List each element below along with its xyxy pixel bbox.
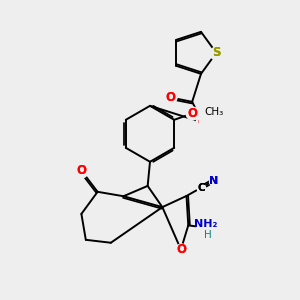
Text: H: H (204, 230, 212, 240)
Text: S: S (212, 46, 220, 59)
Text: C: C (197, 183, 205, 193)
Text: O: O (165, 91, 175, 104)
Text: CH₃: CH₃ (205, 107, 224, 117)
Text: NH₂: NH₂ (194, 219, 218, 229)
Text: C: C (197, 183, 205, 193)
Text: CH₃: CH₃ (205, 107, 224, 117)
Text: H: H (204, 231, 212, 241)
Text: N: N (209, 176, 218, 186)
Text: O: O (188, 107, 197, 120)
Text: O: O (76, 164, 86, 177)
Text: S: S (212, 46, 220, 59)
Text: O: O (188, 107, 197, 120)
Text: N: N (209, 176, 218, 186)
Text: O: O (176, 243, 186, 256)
Text: O: O (197, 116, 208, 129)
Text: O: O (165, 91, 175, 104)
Text: O: O (197, 116, 208, 129)
Text: O: O (176, 243, 186, 256)
Text: O: O (76, 164, 86, 177)
Text: NH₂: NH₂ (194, 219, 218, 229)
